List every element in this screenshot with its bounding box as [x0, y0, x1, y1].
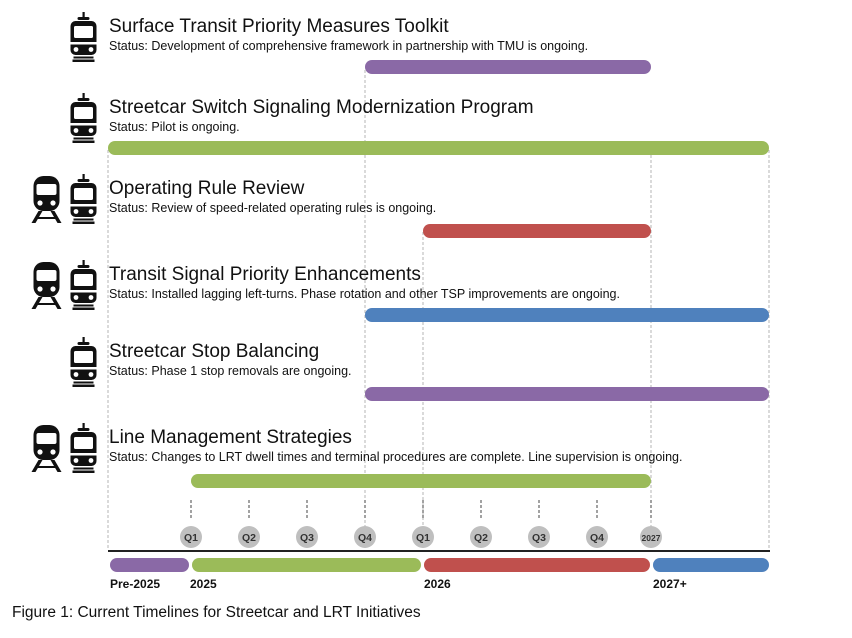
- lrt-train-icon: [31, 176, 62, 223]
- initiative-title: Streetcar Stop Balancing: [109, 341, 320, 362]
- initiative-title: Transit Signal Priority Enhancements: [109, 264, 421, 285]
- initiative-status: Status: Pilot is ongoing.: [109, 120, 240, 134]
- quarter-badge: [640, 526, 662, 548]
- quarter-label: Q3: [300, 532, 314, 544]
- period-bar: [424, 558, 650, 572]
- quarter-label: 2027: [642, 533, 661, 543]
- initiative-status: Status: Development of comprehensive fra…: [109, 39, 589, 53]
- initiative-title: Surface Transit Priority Measures Toolki…: [109, 16, 449, 37]
- initiative-status: Status: Review of speed-related operatin…: [109, 201, 437, 215]
- initiative-title: Streetcar Switch Signaling Modernization…: [109, 97, 534, 118]
- period-label: 2026: [424, 577, 451, 591]
- timeline-bar: [423, 224, 651, 238]
- initiative-title: Operating Rule Review: [109, 178, 305, 199]
- quarter-label: Q2: [242, 532, 256, 544]
- quarter-badge: [586, 526, 608, 548]
- initiative-status: Status: Installed lagging left-turns. Ph…: [109, 287, 620, 301]
- period-label: 2025: [190, 577, 217, 591]
- figure-caption: Figure 1: Current Timelines for Streetca…: [12, 604, 421, 621]
- period-label: Pre-2025: [110, 577, 161, 591]
- initiative-title: Line Management Strategies: [109, 427, 352, 448]
- lrt-train-icon: [31, 425, 62, 472]
- quarter-label: Q1: [184, 532, 198, 544]
- period-bar: [110, 558, 189, 572]
- initiative-status: Status: Phase 1 stop removals are ongoin…: [109, 364, 352, 378]
- timeline-bar: [365, 60, 651, 74]
- quarter-label: Q4: [358, 532, 372, 544]
- quarter-badge: [180, 526, 202, 548]
- streetcar-icon: [70, 337, 97, 387]
- period-bar: [192, 558, 421, 572]
- period-bar: [653, 558, 769, 572]
- lrt-train-icon: [31, 262, 62, 309]
- quarter-badge: [354, 526, 376, 548]
- streetcar-icon: [70, 260, 97, 310]
- quarter-badge: [238, 526, 260, 548]
- period-label: 2027+: [653, 577, 687, 591]
- quarter-label: Q4: [590, 532, 604, 544]
- quarter-badge: [412, 526, 434, 548]
- timeline-bar: [365, 308, 769, 322]
- timeline-bar: [108, 141, 769, 155]
- quarter-badge: [528, 526, 550, 548]
- streetcar-icon: [70, 423, 97, 473]
- initiative-status: Status: Changes to LRT dwell times and t…: [109, 450, 683, 464]
- timeline-bar: [365, 387, 769, 401]
- quarter-label: Q3: [532, 532, 546, 544]
- timeline-bar: [191, 474, 651, 488]
- quarter-label: Q2: [474, 532, 488, 544]
- streetcar-icon: [70, 93, 97, 143]
- quarter-label: Q1: [416, 532, 430, 544]
- streetcar-icon: [70, 174, 97, 224]
- quarter-badge: [296, 526, 318, 548]
- quarter-badge: [470, 526, 492, 548]
- streetcar-icon: [70, 12, 97, 62]
